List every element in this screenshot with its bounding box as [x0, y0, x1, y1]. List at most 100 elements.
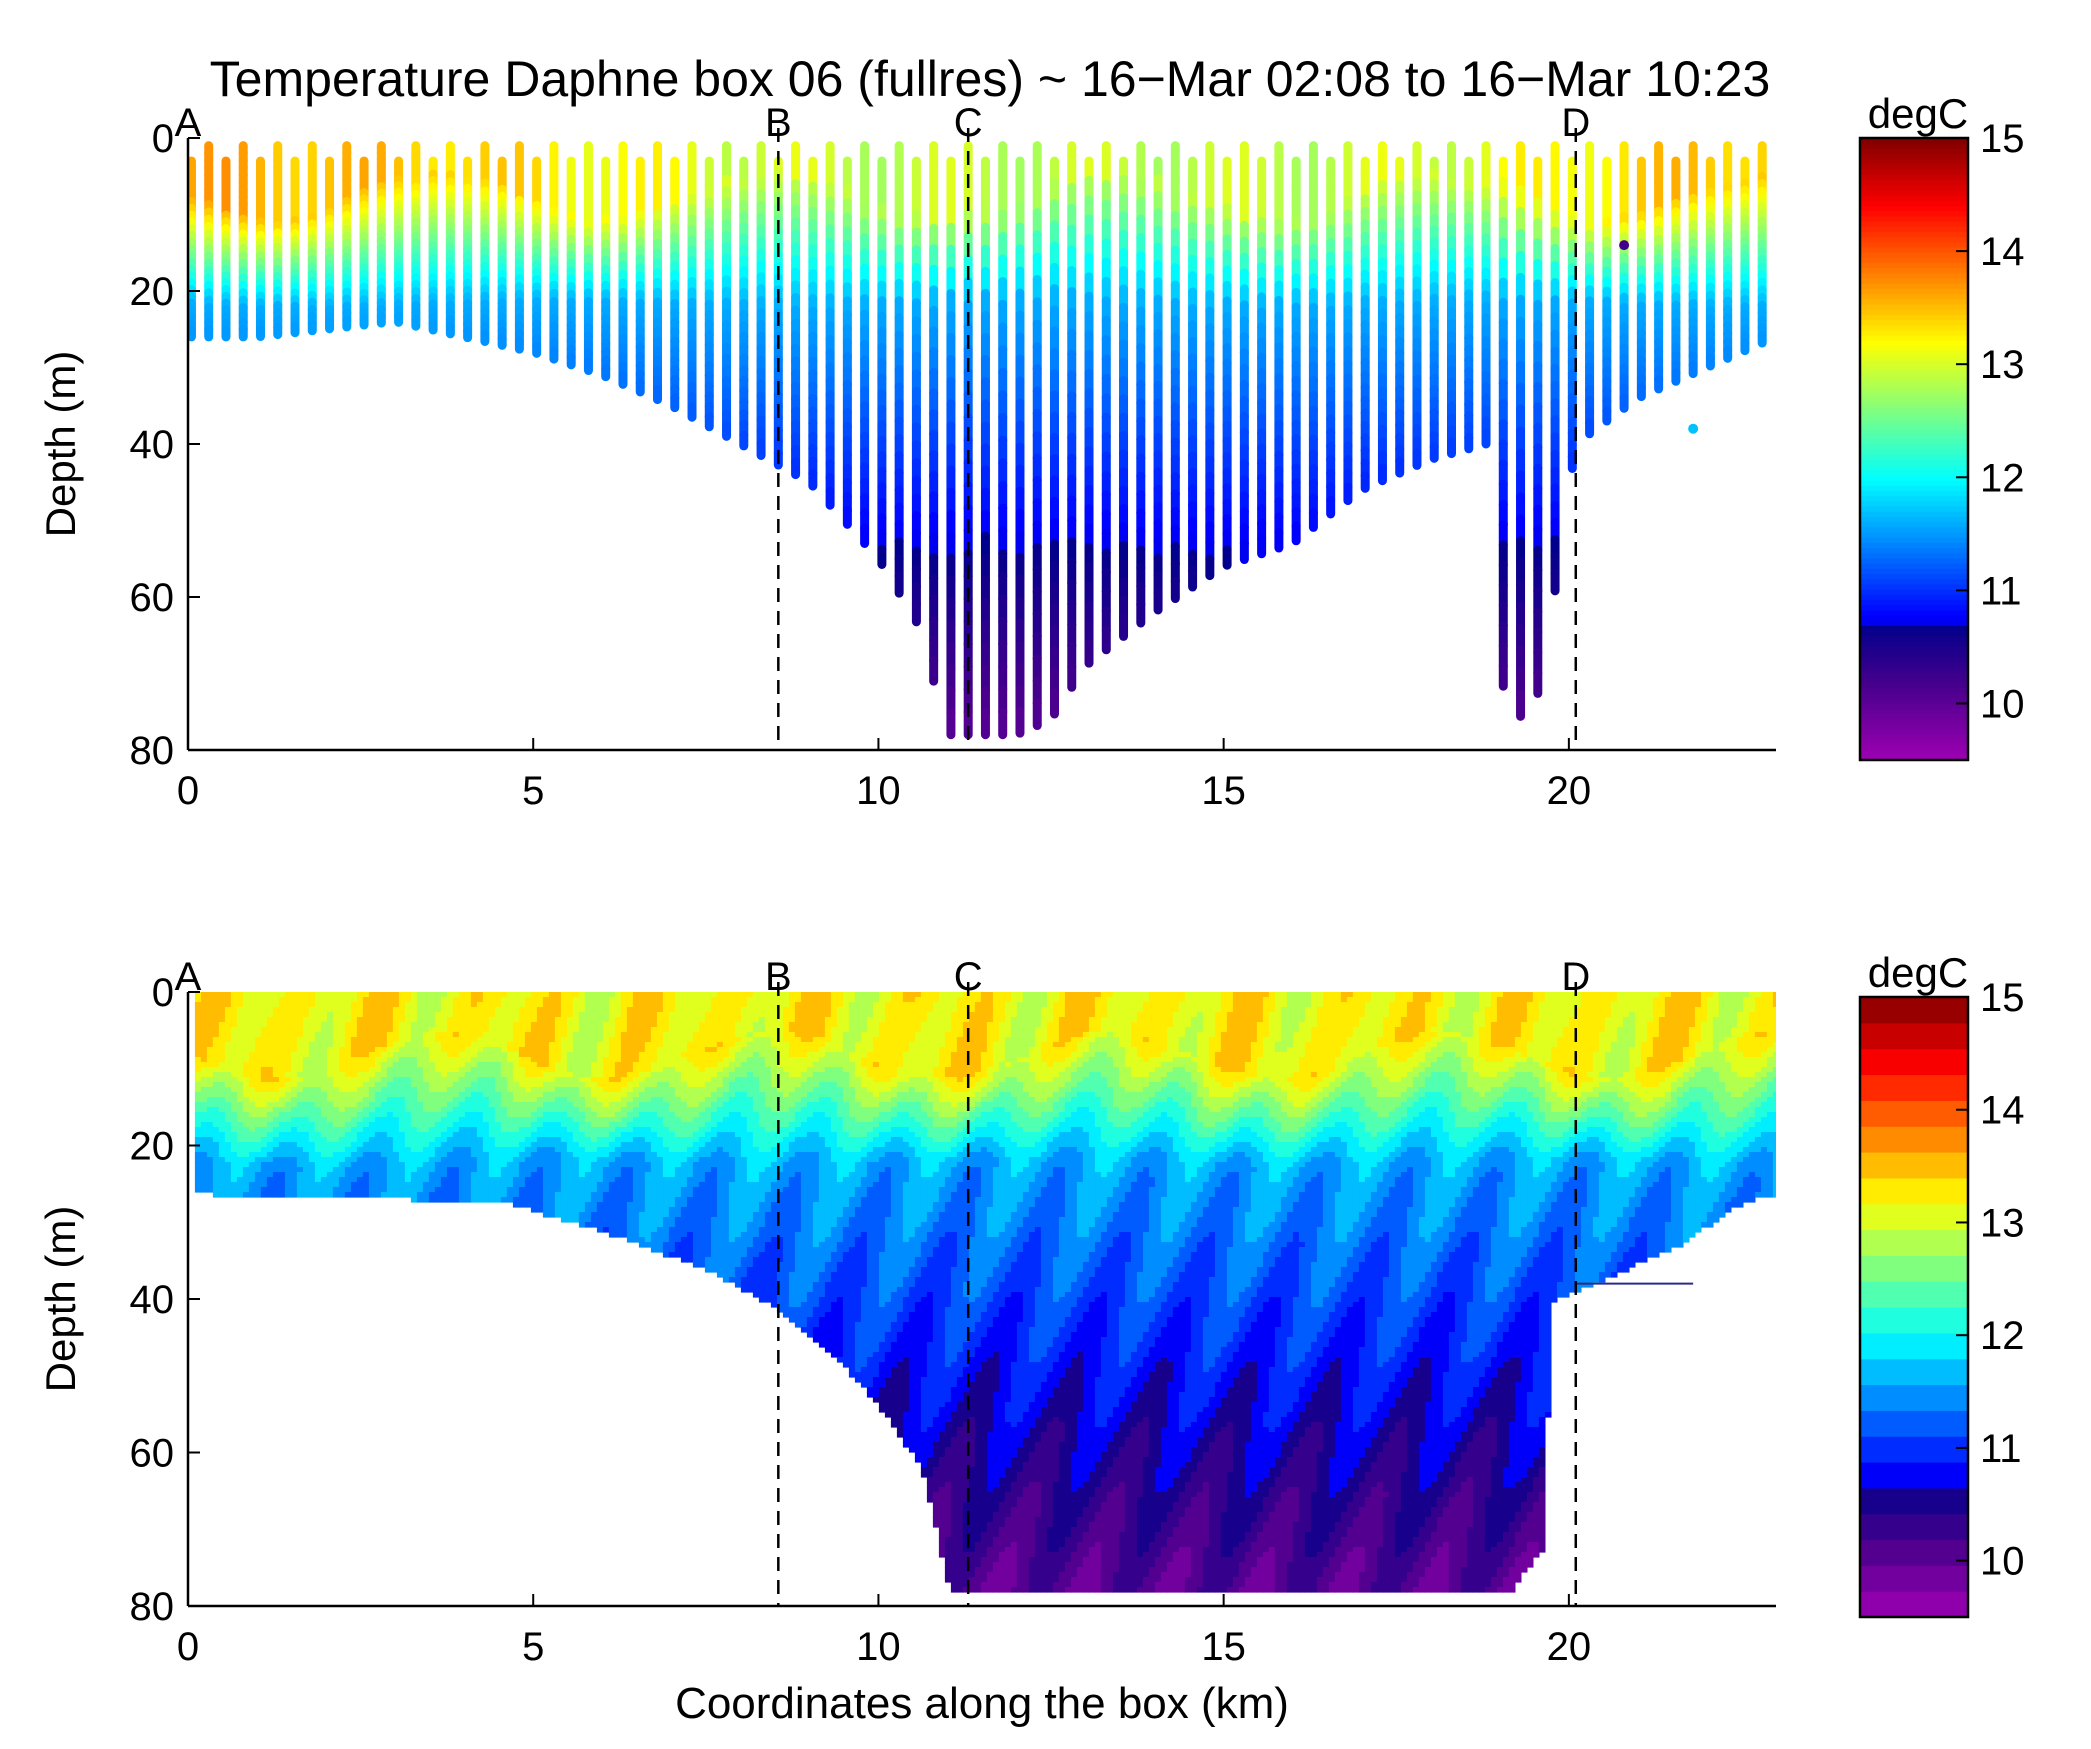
- colorbar-segment: [1860, 1177, 1968, 1205]
- y-tick-label: 0: [152, 971, 174, 1015]
- colorbar-segment: [1860, 625, 1968, 632]
- colorbar-segment: [1860, 143, 1968, 149]
- y-tick-label: 40: [130, 423, 175, 467]
- colorbar: 10 11 12 13 14 15 degC: [1858, 949, 2025, 1619]
- colorbar-segment: [1860, 334, 1968, 341]
- colorbar-segment: [1860, 656, 1968, 663]
- colorbar-segment: [1860, 697, 1968, 704]
- y-tick-label: 80: [130, 729, 175, 773]
- x-tick-label: 15: [1201, 769, 1246, 813]
- colorbar-tick-label: 15: [1980, 976, 2025, 1020]
- colorbar-segment: [1860, 614, 1968, 621]
- colorbar-segment: [1860, 1539, 1968, 1566]
- colorbar-segment: [1860, 246, 1968, 253]
- colorbar-segment: [1860, 552, 1968, 559]
- marker-label-c: C: [954, 101, 983, 145]
- colorbar-segment: [1860, 329, 1968, 336]
- colorbar-segment: [1860, 350, 1968, 357]
- x-tick-label: 15: [1201, 1625, 1246, 1669]
- colorbar-segment: [1860, 277, 1968, 284]
- colorbar-segment: [1860, 314, 1968, 321]
- colorbar-segment: [1860, 1229, 1968, 1256]
- colorbar-segment: [1860, 257, 1968, 263]
- colorbar-segment: [1860, 1126, 1968, 1153]
- y-axis-label: Depth (m): [37, 351, 84, 538]
- colorbar-segment: [1860, 324, 1968, 331]
- colorbar-segment: [1860, 708, 1968, 714]
- marker-label-d: D: [1561, 955, 1590, 999]
- colorbar-segment: [1860, 179, 1968, 186]
- colorbar-segment: [1860, 718, 1968, 725]
- colorbar-segment: [1860, 252, 1968, 258]
- colorbar-segment: [1860, 557, 1968, 564]
- colorbar-segment: [1860, 1307, 1968, 1334]
- colorbar-segment: [1860, 754, 1968, 761]
- colorbar-segment: [1860, 734, 1968, 740]
- colorbar-segment: [1860, 723, 1968, 730]
- colorbar-segment: [1860, 1487, 1968, 1515]
- colorbar-segment: [1860, 506, 1968, 512]
- colorbar-segment: [1860, 563, 1968, 569]
- colorbar-segment: [1860, 293, 1968, 300]
- colorbar-segment: [1860, 1384, 1968, 1411]
- colorbar-segment: [1860, 205, 1968, 212]
- colorbar-tick-label: 14: [1980, 230, 2025, 274]
- colorbar-segment: [1860, 355, 1968, 362]
- colorbar-segment: [1860, 537, 1968, 543]
- colorbar-tick-label: 13: [1980, 1201, 2025, 1245]
- colorbar-segment: [1860, 630, 1968, 637]
- colorbar-segment: [1860, 1074, 1968, 1101]
- y-tick-label: 20: [130, 270, 175, 314]
- y-tick-label: 60: [130, 1432, 175, 1476]
- colorbar-segment: [1860, 521, 1968, 528]
- colorbar-segment: [1860, 1281, 1968, 1308]
- colorbar-segment: [1860, 511, 1968, 517]
- colorbar-segment: [1860, 594, 1968, 600]
- colorbar-title: degC: [1868, 949, 1968, 996]
- colorbar-segment: [1860, 516, 1968, 523]
- colorbar-segment: [1860, 1565, 1968, 1592]
- colorbar-tick-label: 15: [1980, 117, 2025, 161]
- figure-title: Temperature Daphne box 06 (fullres) ~ 16…: [210, 51, 1771, 107]
- colorbar-segment: [1860, 500, 1968, 507]
- colorbar-segment: [1860, 997, 1968, 1024]
- colorbar-segment: [1860, 1436, 1968, 1463]
- colorbar-segment: [1860, 687, 1968, 694]
- colorbar-segment: [1860, 407, 1968, 414]
- colorbar-segment: [1860, 485, 1968, 492]
- colorbar-frame: [1858, 995, 1970, 1619]
- colorbar-segment: [1860, 412, 1968, 419]
- colorbar-segment: [1860, 386, 1968, 393]
- marker-label-b: B: [765, 101, 792, 145]
- colorbar-segment: [1860, 640, 1968, 647]
- colorbar-segment: [1860, 397, 1968, 403]
- colorbar-segment: [1860, 495, 1968, 502]
- colorbar-segment: [1860, 1255, 1968, 1282]
- colorbar-segment: [1860, 728, 1968, 735]
- colorbar-segment: [1860, 609, 1968, 616]
- colorbar-segment: [1860, 376, 1968, 383]
- colorbar-segment: [1860, 480, 1968, 486]
- colorbar-segment: [1860, 417, 1968, 424]
- plot-area: [188, 141, 1767, 740]
- y-tick-label: 40: [130, 1278, 175, 1322]
- colorbar-segment: [1860, 428, 1968, 435]
- colorbar-segment: [1860, 443, 1968, 450]
- colorbar: 10 11 12 13 14 15 degC: [1858, 90, 2025, 762]
- x-tick-label: 0: [177, 769, 199, 813]
- colorbar-segment: [1860, 661, 1968, 668]
- colorbar-segment: [1860, 1022, 1968, 1050]
- colorbar-segment: [1860, 184, 1968, 191]
- colorbar-segment: [1860, 226, 1968, 232]
- colorbar-segment: [1860, 200, 1968, 206]
- colorbar-segment: [1860, 1332, 1968, 1360]
- colorbar-segment: [1860, 138, 1968, 144]
- colorbar-segment: [1860, 288, 1968, 295]
- colorbar-segment: [1860, 531, 1968, 538]
- colorbar-segment: [1860, 438, 1968, 445]
- colorbar-segment: [1860, 739, 1968, 746]
- colorbar-segment: [1860, 599, 1968, 606]
- colorbar-segment: [1860, 1048, 1968, 1076]
- colorbar-segment: [1860, 262, 1968, 269]
